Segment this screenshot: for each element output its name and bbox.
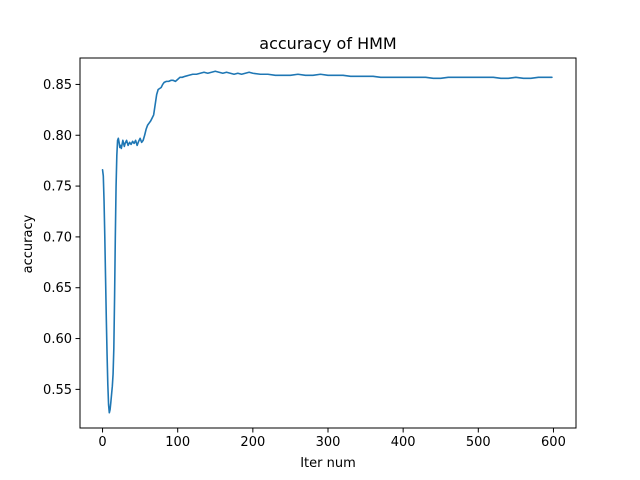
- x-tick-label: 0: [98, 435, 106, 450]
- x-tick-label: 200: [240, 435, 265, 450]
- y-axis-title: accuracy: [21, 214, 36, 273]
- y-tick-label: 0.85: [43, 78, 72, 93]
- x-axis: 0 100 200 300 400 500 600: [98, 428, 566, 450]
- x-tick-label: 400: [391, 435, 416, 450]
- series-line-0: [101, 70, 553, 414]
- y-tick-label: 0.70: [43, 230, 72, 245]
- x-tick-label: 100: [165, 435, 190, 450]
- y-tick-label: 0.55: [43, 383, 72, 398]
- y-tick-label: 0.80: [43, 129, 72, 144]
- x-tick-label: 500: [466, 435, 491, 450]
- x-axis-title: Iter num: [300, 456, 356, 471]
- plot-area: [101, 70, 553, 414]
- x-tick-label: 300: [316, 435, 341, 450]
- axes-frame: [79, 57, 577, 429]
- y-tick-label: 0.65: [43, 281, 72, 296]
- x-tick-label: 600: [541, 435, 566, 450]
- y-tick-label: 0.60: [43, 332, 72, 347]
- y-axis: 0.55 0.60 0.65 0.70 0.75 0.80 0.85: [43, 78, 80, 398]
- y-tick-label: 0.75: [43, 180, 72, 195]
- chart-title: accuracy of HMM: [259, 34, 396, 53]
